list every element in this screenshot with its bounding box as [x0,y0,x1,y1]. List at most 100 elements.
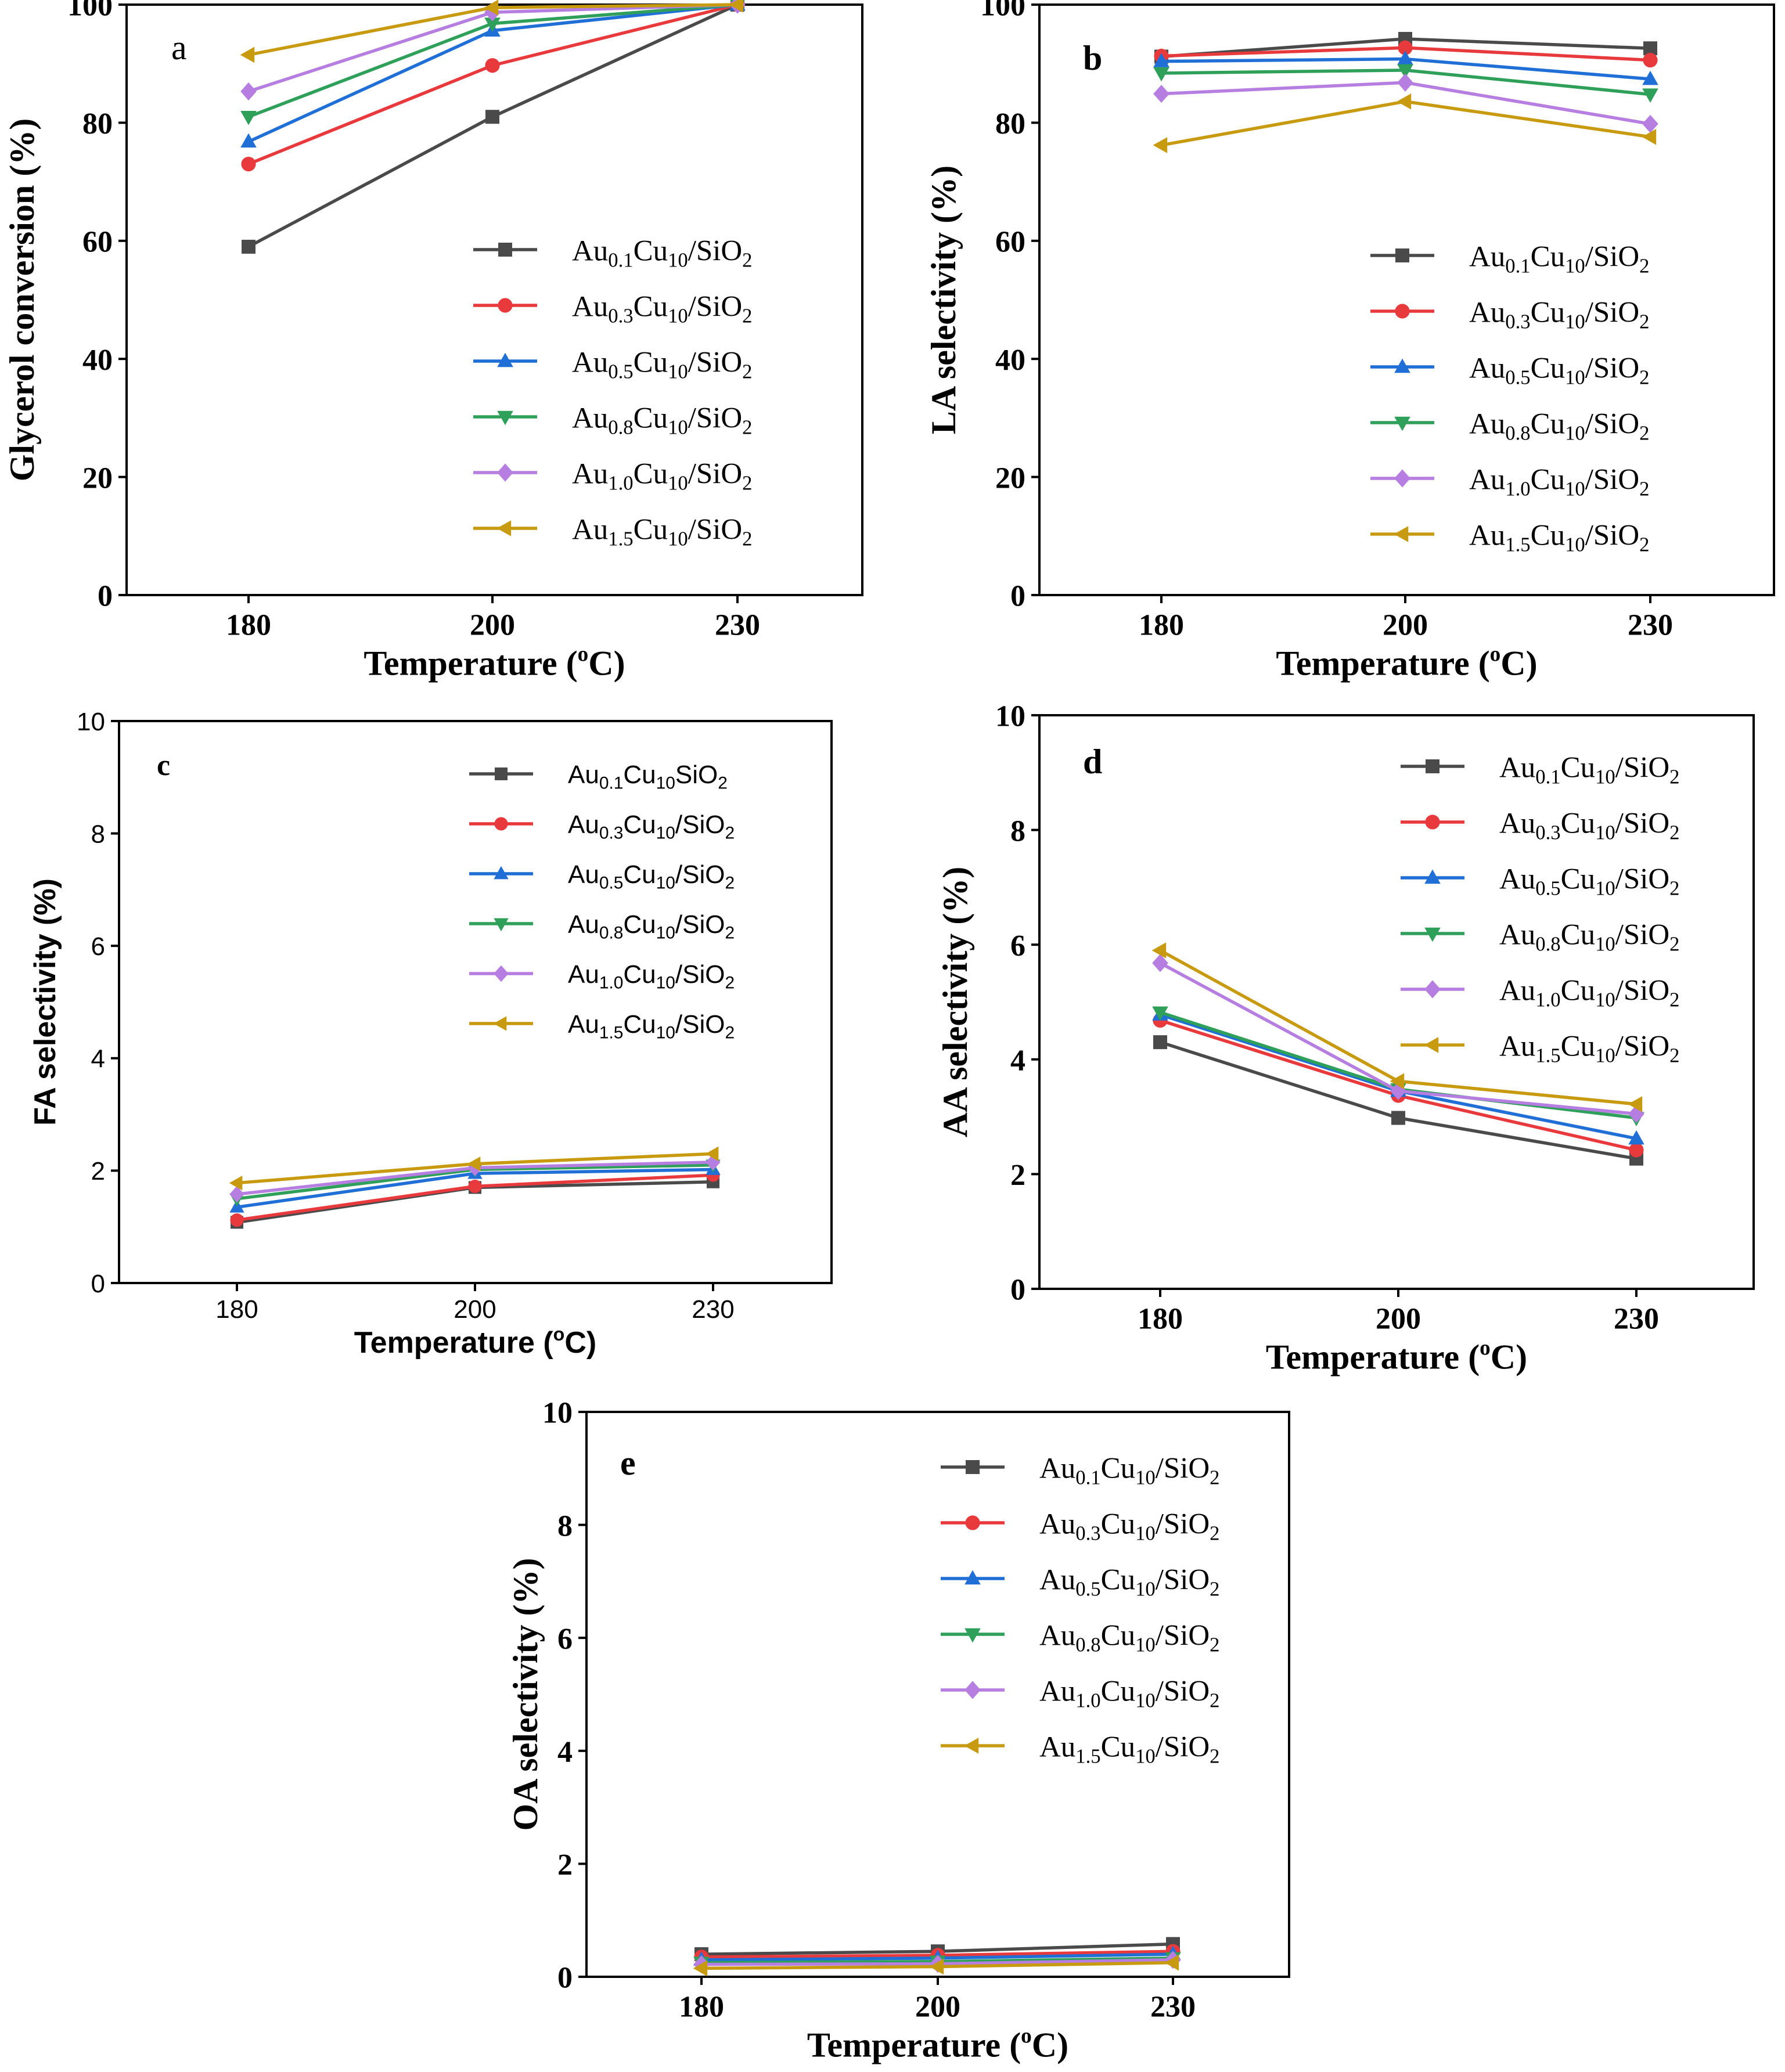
data-point [1153,67,1169,82]
legend-label-au-sub: 1.5 [1505,534,1530,556]
data-point [484,3,501,21]
legend-label-support-sub: 2 [742,528,752,550]
legend-label-support-sub: 2 [1669,934,1679,956]
legend-swatch-marker [494,866,509,880]
y-tick-label: 2 [1010,1159,1025,1192]
legend-label-cu: Cu [623,1010,656,1039]
legend-label-cu-sub: 10 [1565,255,1585,278]
series-1.0 [240,0,746,101]
legend-label-support-sub: 2 [1669,1045,1679,1067]
legend-label-support: /SiO [1585,519,1639,552]
legend-label-au-sub: 1.5 [1535,1045,1560,1067]
legend-item: Au0.1Cu10SiO2 [469,761,728,793]
x-axis-label-superscript: o [1021,2024,1032,2048]
data-point [1397,51,1413,65]
panel-label: c [157,749,170,782]
legend-item: Au1.5Cu10/SiO2 [469,1010,735,1043]
legend-swatch-marker [495,767,508,780]
legend-label-au-sub: 1.0 [1505,478,1530,500]
legend-item: Au0.8Cu10/SiO2 [941,1619,1219,1656]
legend-label-au: Au [1039,1452,1075,1484]
legend-label-au: Au [1469,296,1505,329]
series-1.5 [1151,942,1643,1112]
legend-swatch-marker [965,1628,981,1643]
y-tick-label: 6 [91,932,105,961]
legend-label-cu: Cu [1531,240,1565,273]
legend-swatch-marker [1394,416,1410,431]
legend-label-cu-sub: 10 [668,473,688,495]
legend-label-support: /SiO [675,1010,725,1039]
y-axis-label: Glycerol conversion (%) [3,118,41,481]
legend-swatch-marker [496,520,512,536]
legend-label-support-sub: 2 [1669,766,1679,788]
chart-panel-b: 0 20 40 60 80 100 180 200 230 Temperature (oC) LA … [924,0,1775,683]
data-point [1152,954,1168,972]
legend-label-au-sub: 0.8 [1535,934,1560,956]
data-point [485,58,500,73]
legend-label-cu: Cu [634,457,668,490]
data-point [1153,137,1168,153]
legend-item: Au0.5Cu10/SiO2 [941,1563,1219,1601]
legend-label-cu-sub: 10 [1565,478,1585,500]
legend-swatch-marker [497,410,513,426]
legend-swatch-marker [1395,248,1409,262]
legend-item: Au0.5Cu10/SiO2 [469,860,735,893]
legend-label-support-sub: 2 [1210,1690,1219,1712]
legend-label: Au1.0Cu10/SiO2 [1039,1675,1219,1711]
plot-frame [125,3,863,596]
legend-label-au-sub: 0.5 [1075,1579,1100,1601]
legend-label-support: /SiO [688,457,742,490]
legend-swatch-marker [494,918,509,932]
legend-label-cu: Cu [1531,519,1565,552]
legend-label-support: SiO [675,761,718,789]
legend-swatch-marker [497,463,513,482]
data-point [1153,1035,1167,1050]
legend-label: Au0.3Cu10/SiO2 [1039,1508,1219,1544]
legend-label-au: Au [1499,807,1535,839]
legend-label: Au0.5Cu10/SiO2 [1039,1563,1219,1600]
legend-label-support: /SiO [1585,296,1639,329]
legend-swatch-marker [493,1016,507,1031]
legend-label-cu-sub: 10 [1565,311,1585,333]
legend-label-support: /SiO [1156,1563,1210,1596]
legend-label-cu: Cu [623,960,656,989]
legend-label-au-sub: 1.0 [608,473,633,495]
legend-label-support-sub: 2 [742,361,752,383]
data-point [1642,114,1658,134]
legend-label: Au0.1Cu10/SiO2 [1499,751,1679,788]
legend-label-au-sub: 1.5 [1075,1746,1100,1768]
legend-label: Au1.5Cu10/SiO2 [572,513,752,550]
legend-label-support-sub: 2 [1639,478,1649,500]
legend-label-au: Au [1039,1508,1075,1540]
legend-item: Au0.3Cu10/SiO2 [469,810,735,843]
x-axis-label: Temperature (oC) [354,1324,596,1360]
legend-label-cu-sub: 10 [1565,423,1585,445]
legend-item: Au0.8Cu10/SiO2 [1370,408,1649,445]
y-tick-label: 60 [82,226,113,259]
legend-label-cu-sub: 10 [1135,1746,1156,1768]
legend-label-cu: Cu [623,761,656,789]
y-tick-label: 4 [1010,1044,1025,1078]
legend-item: Au1.0Cu10/SiO2 [473,457,752,495]
legend-label-cu-sub: 10 [668,361,688,383]
legend-label-support-sub: 2 [1210,1467,1219,1489]
legend-label-support-sub: 2 [1639,423,1649,445]
legend-label-au-sub: 0.1 [1075,1467,1100,1489]
x-axis-label-superscript: o [553,1324,565,1345]
legend-label-au-sub: 0.8 [1075,1634,1100,1656]
legend-label: Au0.3Cu10/SiO2 [1499,807,1679,844]
legend-label-au: Au [572,235,608,267]
data-point [467,1156,481,1172]
series-0.5 [1153,51,1658,85]
legend-label-au: Au [1499,974,1535,1007]
legend-label: Au0.3Cu10/SiO2 [572,290,752,327]
legend-label-au-sub: 0.1 [608,250,633,272]
x-axis-label-end: C) [1491,1338,1527,1376]
legend-label-support-sub: 2 [742,250,752,272]
legend-label-cu-sub: 10 [656,774,675,793]
legend-label-au: Au [1039,1675,1075,1707]
legend-item: Au1.0Cu10/SiO2 [469,960,735,993]
x-axis-label-end: C) [588,644,625,683]
legend-label-cu-sub: 10 [1135,1634,1156,1656]
series-1.0 [1153,73,1658,134]
